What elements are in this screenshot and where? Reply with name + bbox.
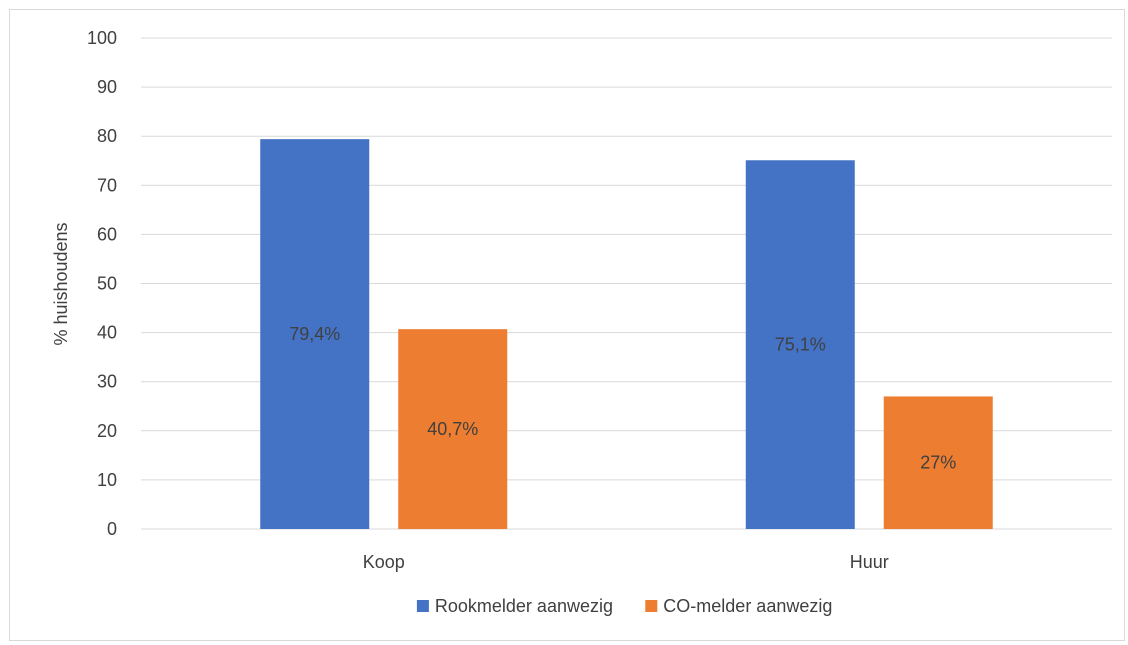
y-tick-label: 90 <box>97 77 117 97</box>
y-tick-label: 100 <box>87 28 117 48</box>
y-tick-label: 60 <box>97 224 117 244</box>
data-label: 75,1% <box>775 335 826 355</box>
y-tick-label: 40 <box>97 323 117 343</box>
legend-swatch <box>645 600 658 612</box>
y-tick-label: 20 <box>97 421 117 441</box>
y-tick-label: 70 <box>97 175 117 195</box>
bar <box>398 329 508 529</box>
y-tick-label: 80 <box>97 126 117 146</box>
chart-frame <box>9 9 1125 641</box>
y-axis-ticks: 0 10 20 30 40 50 60 70 80 90 100 <box>87 28 117 539</box>
legend-label: CO-melder aanwezig <box>663 596 832 616</box>
y-axis-title: % huishoudens <box>51 222 71 345</box>
bar <box>260 139 370 529</box>
bar <box>883 396 993 529</box>
x-category-label: Huur <box>850 552 889 572</box>
y-tick-label: 10 <box>97 470 117 490</box>
y-tick-label: 30 <box>97 372 117 392</box>
y-tick-label: 0 <box>107 519 117 539</box>
y-tick-label: 50 <box>97 274 117 294</box>
data-labels: 79,4% 40,7% 75,1% 27% <box>289 324 956 473</box>
data-label: 40,7% <box>427 419 478 439</box>
legend: Rookmelder aanwezig CO-melder aanwezig <box>416 596 832 616</box>
x-axis-categories: Koop Huur <box>363 552 889 572</box>
x-category-label: Koop <box>363 552 405 572</box>
legend-label: Rookmelder aanwezig <box>435 596 613 616</box>
bar <box>745 160 855 529</box>
data-label: 27% <box>920 453 956 473</box>
data-label: 79,4% <box>289 324 340 344</box>
bars <box>260 139 993 529</box>
legend-swatch <box>416 600 429 612</box>
